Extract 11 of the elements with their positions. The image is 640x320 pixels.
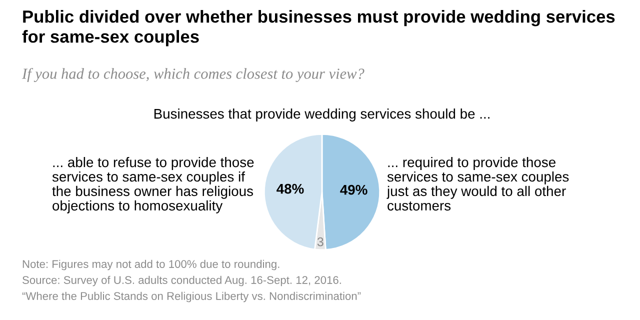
data-label: 48% (276, 184, 304, 194)
chart-title: Public divided over whether businesses must provide wedding services for same-sex couples (22, 10, 615, 46)
data-label: 49% (340, 184, 368, 195)
slice-label: ... able to refuse to provide those services to same-sex couples if the business owner has religious objections to homosexuality (52, 157, 254, 214)
slice-label: ... required to provide those services to same-sex couples just as they would to all other customers (386, 157, 569, 211)
text: Businesses that provide wedding services should be ... (154, 108, 490, 122)
chart-subtitle: If you had to choose, which comes closest to your view? (22, 68, 364, 82)
data-label: 3 (317, 237, 324, 246)
text: Note: Figures may not add to 100% due to rounding. (22, 260, 280, 270)
source-note: Source: Survey of U.S. adults conducted Aug. 16-Sept. 12, 2016. (22, 276, 341, 286)
text: “Where the Public Stands on Religious Liberty vs. Nondiscrimination” (22, 292, 361, 302)
